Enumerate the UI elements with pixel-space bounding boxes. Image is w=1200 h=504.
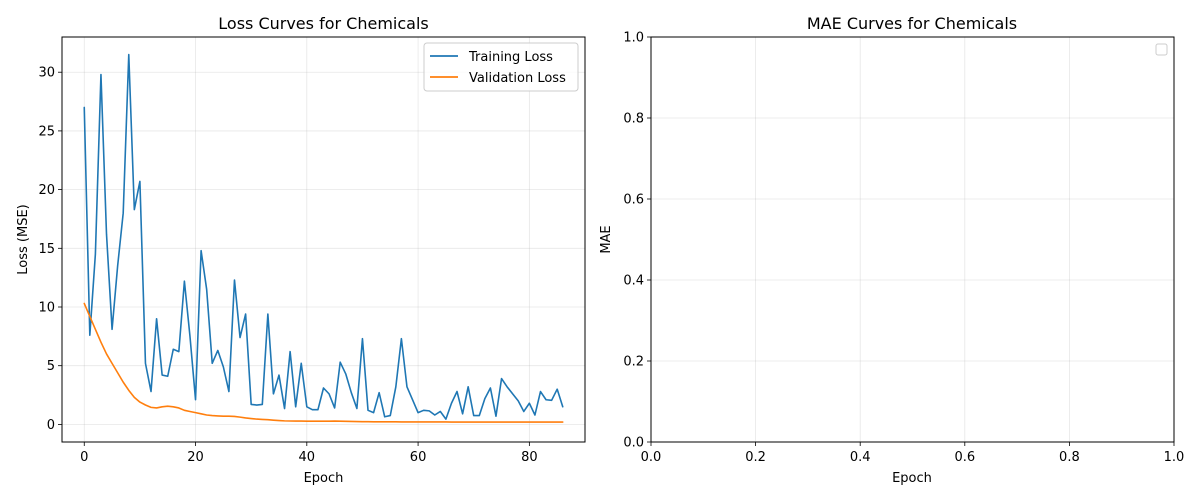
y-tick-label: 0.6 — [623, 193, 644, 208]
x-tick-label: 0.0 — [641, 450, 662, 465]
x-tick-label: 80 — [521, 450, 538, 465]
legend-training-label: Training Loss — [468, 50, 553, 65]
loss-chart-ylabel: Loss (MSE) — [16, 204, 31, 274]
y-tick-label: 0 — [47, 418, 55, 433]
x-tick-label: 1.0 — [1164, 450, 1185, 465]
legend-box — [423, 42, 579, 92]
loss-chart-legend: Training Loss Validation Loss — [423, 42, 579, 92]
y-tick-label: 5 — [47, 359, 55, 374]
mae-chart-xlabel: Epoch — [892, 471, 932, 486]
y-tick-label: 10 — [38, 301, 55, 316]
x-tick-label: 60 — [410, 450, 427, 465]
mae-chart: MAE Curves for Chemicals 0.0 0.2 0.4 0.6 0.8… — [599, 14, 1184, 486]
mae-chart-ticks: 0.0 0.2 0.4 0.6 0.8 1.0 0.0 0.2 0.4 0.6 0.8 1.0 — [623, 31, 1184, 466]
mae-chart-title: MAE Curves for Chemicals — [807, 14, 1017, 33]
x-tick-label: 0.6 — [954, 450, 975, 465]
x-tick-label: 0.4 — [850, 450, 871, 465]
y-tick-label: 1.0 — [623, 31, 644, 46]
y-tick-label: 15 — [38, 242, 55, 257]
y-tick-label: 0.4 — [623, 274, 644, 289]
mae-chart-ylabel: MAE — [599, 225, 614, 253]
mae-legend-box — [1155, 43, 1168, 56]
legend-validation-label: Validation Loss — [469, 71, 566, 86]
x-tick-label: 0.2 — [745, 450, 766, 465]
loss-chart-ticks: 0 20 40 60 80 0 5 10 15 20 25 30 — [38, 66, 537, 465]
loss-chart-xlabel: Epoch — [304, 471, 344, 486]
y-tick-label: 20 — [38, 183, 55, 198]
y-tick-label: 0.0 — [623, 436, 644, 451]
loss-chart: Loss Curves for Chemicals 0 20 40 60 80 0 5 10 1… — [16, 14, 586, 486]
training-loss-line — [83, 53, 564, 420]
loss-chart-series — [83, 53, 564, 423]
x-tick-label: 0.8 — [1059, 450, 1080, 465]
x-tick-label: 20 — [187, 450, 204, 465]
y-tick-label: 30 — [38, 66, 55, 81]
x-tick-label: 0 — [80, 450, 88, 465]
loss-chart-frame — [61, 36, 586, 443]
loss-chart-title: Loss Curves for Chemicals — [218, 14, 428, 33]
mae-chart-frame — [650, 36, 1175, 443]
y-tick-label: 0.2 — [623, 355, 644, 370]
validation-loss-line — [83, 302, 564, 423]
y-tick-label: 0.8 — [623, 112, 644, 127]
x-tick-label: 40 — [299, 450, 316, 465]
y-tick-label: 25 — [38, 124, 55, 139]
